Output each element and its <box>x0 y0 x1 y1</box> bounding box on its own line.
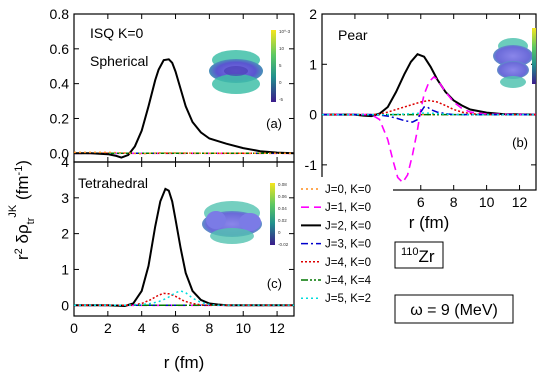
y-tick-label-b: 1 <box>309 56 317 72</box>
series-line-b-J4K0 <box>322 99 536 116</box>
colorbar-tick-c: 0.08 <box>278 182 287 187</box>
colorbar-c <box>270 183 275 245</box>
svg-text:ω = 9 (MeV): ω = 9 (MeV) <box>410 302 498 319</box>
nucleus-label: 110Zr <box>394 241 444 269</box>
colorbar-tick-a: 0 <box>279 80 282 85</box>
annotation-b-0: Pear <box>338 27 368 43</box>
colorbar-tick-c: -0.02 <box>278 242 289 247</box>
panel-b: -1012024681012r (fm)Pear(b) <box>305 6 537 232</box>
series-line-c-J5K2 <box>74 290 294 307</box>
y-axis-label: r2 δρtrJK (fm-1) <box>7 160 37 260</box>
y-tick-label-a: 0.0 <box>50 145 70 161</box>
x-tick-label-c: 2 <box>104 320 112 336</box>
y-tick-label-c: 1 <box>61 261 69 277</box>
series-line-b-J1K0 <box>322 75 536 184</box>
annotation-a-0: ISQ K=0 <box>90 25 144 41</box>
y-tick-label-a: 0.8 <box>50 6 70 22</box>
annotation-c-0: Tetrahedral <box>78 175 148 191</box>
colorbar-tick-c: 0 <box>278 230 281 235</box>
x-tick-label-c: 4 <box>138 320 146 336</box>
x-tick-label-c: 6 <box>172 320 180 336</box>
x-tick-label-b: 6 <box>417 194 425 210</box>
x-tick-label-b: 10 <box>479 194 495 210</box>
legend-label-J3K0: J=3, K=0 <box>325 239 371 251</box>
plot-frame-c <box>73 161 295 317</box>
svg-text:110Zr: 110Zr <box>401 246 435 266</box>
y-tick-label-b: 0 <box>309 107 317 123</box>
colorbar-tick-c: 0.06 <box>278 194 287 199</box>
y-tick-label-c: 4 <box>61 154 69 170</box>
x-tick-label-c: 10 <box>235 320 251 336</box>
annotation-a-1: Spherical <box>90 53 148 69</box>
shape-inset-spherical <box>209 50 263 94</box>
colorbar-tick-a: 5 <box>279 63 282 68</box>
omega-label: ω = 9 (MeV) <box>394 294 514 324</box>
series-line-a-J2K0 <box>74 58 294 159</box>
plot-frame-b <box>321 13 537 191</box>
shape-inset-tetrahedral <box>202 201 262 244</box>
x-tick-label-b: 12 <box>512 194 528 210</box>
x-axis-label-c: r (fm) <box>164 353 205 372</box>
series-line-b-J2K0 <box>322 53 536 118</box>
y-tick-label-b: 2 <box>309 6 317 22</box>
legend-label-J4K0: J=4, K=0 <box>325 257 371 269</box>
x-tick-label-c: 12 <box>269 320 285 336</box>
y-tick-label-a: 0.4 <box>50 76 70 92</box>
legend-label-J5K2: J=5, K=2 <box>325 293 371 305</box>
y-tick-label-b: -1 <box>305 157 318 173</box>
x-tick-label-b: 8 <box>450 194 458 210</box>
y-tick-label-a: 0.2 <box>50 110 70 126</box>
colorbar-b <box>532 28 536 84</box>
annotation-b-1: (b) <box>512 135 528 150</box>
legend-label-J4K4: J=4, K=4 <box>325 275 372 287</box>
legend: J=0, K=0 J=1, K=0 J=2, K=0 J=3, K=0 J=4, K=0… <box>299 177 393 311</box>
colorbar-tick-a: 10 <box>279 46 285 51</box>
x-axis-label-b: r (fm) <box>409 213 450 232</box>
legend-label-J2K0: J=2, K=0 <box>325 220 371 232</box>
panel-a: 0.0 0.2 0.4 0.6 0.8 ISQ K=0 Spherical (a) 10^-3 1… <box>50 6 295 163</box>
legend-box <box>299 177 393 311</box>
annotation-a-2: (a) <box>266 116 282 131</box>
series-line-c-J2K0 <box>74 187 294 308</box>
x-tick-label-c: 0 <box>70 320 78 336</box>
y-tick-label-c: 3 <box>61 190 69 206</box>
annotation-c-1: (c) <box>267 276 282 291</box>
y-tick-label-c: 2 <box>61 226 69 242</box>
x-tick-label-c: 8 <box>205 320 213 336</box>
y-tick-label-a: 0.6 <box>50 41 70 57</box>
series-line-c-J4K0 <box>74 292 294 307</box>
colorbar-tick-a: -5 <box>279 97 283 102</box>
colorbar-tick-a: 10^-3 <box>279 29 291 34</box>
y-tick-label-c: 0 <box>61 297 69 313</box>
colorbar-a <box>271 30 276 102</box>
series-line-b-J5K2 <box>322 112 536 116</box>
colorbar-tick-c: 0.02 <box>278 218 287 223</box>
legend-label-J0K0: J=0, K=0 <box>325 184 371 196</box>
shape-inset-pear <box>493 38 533 88</box>
colorbar-tick-c: 0.04 <box>278 206 287 211</box>
legend-label-J1K0: J=1, K=0 <box>325 202 371 214</box>
